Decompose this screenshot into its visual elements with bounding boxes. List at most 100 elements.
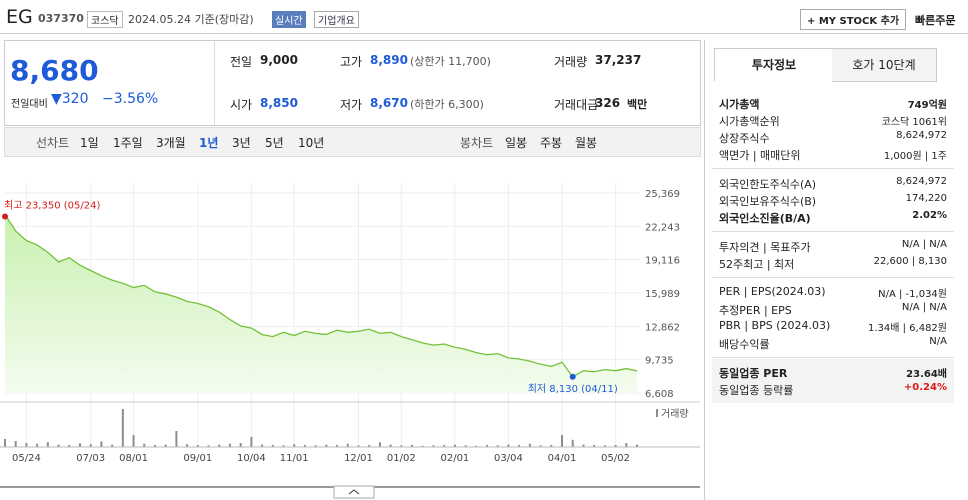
market-badge: 코스닥 xyxy=(87,11,123,28)
info-value: 2.02% xyxy=(912,210,947,221)
volume-bar xyxy=(36,443,39,447)
volume-bar xyxy=(368,445,371,447)
period-tab[interactable]: 1년 xyxy=(199,136,219,150)
y-tick-label: 19,116 xyxy=(645,256,680,267)
quote-label: 전일 xyxy=(230,55,253,69)
price: 8,680 xyxy=(10,54,99,87)
info-value: 8,624,972 xyxy=(896,130,947,141)
y-tick-label: 15,989 xyxy=(645,289,680,300)
volume-bar xyxy=(528,443,531,447)
info-value: N/A | N/A xyxy=(901,239,947,250)
quote-extra: 백만 xyxy=(627,98,648,111)
quote-value: 37,237 xyxy=(595,53,642,67)
info-value: 1.34배 | 6,482원 xyxy=(867,323,947,334)
info-value: N/A | N/A xyxy=(901,302,947,313)
x-tick-label: 12/01 xyxy=(344,453,373,464)
candle-tab[interactable]: 일봉 xyxy=(505,136,528,150)
info-value: +0.24% xyxy=(903,382,947,393)
volume-bar xyxy=(293,444,296,447)
annotation: 최저 8,130 (04/11) xyxy=(528,383,618,395)
info-label: 외국인보유주식수(B) xyxy=(719,195,817,208)
candle-label: 봉차트 xyxy=(460,136,494,150)
x-tick-label: 11/01 xyxy=(280,453,309,464)
section-line xyxy=(712,277,954,278)
line-label: 선차트 xyxy=(36,136,70,150)
tab[interactable]: 호가 10단계 xyxy=(832,48,937,82)
info-value: 1,000원 | 1주 xyxy=(883,151,947,162)
x-tick-label: 02/01 xyxy=(440,453,469,464)
volume-bar xyxy=(389,444,392,447)
annotation-dot xyxy=(569,373,576,380)
collapse-button[interactable] xyxy=(333,485,375,499)
volume-bar xyxy=(271,445,274,447)
period-tab[interactable]: 5년 xyxy=(265,136,284,150)
volume-bar xyxy=(218,444,221,447)
stock-name: EG xyxy=(6,6,33,28)
section-line xyxy=(712,357,954,358)
volume-bar xyxy=(143,443,146,447)
info-label: PBR | BPS (2024.03) xyxy=(719,319,831,332)
divider xyxy=(214,41,215,125)
volume-bar xyxy=(228,443,231,447)
x-tick-label: 08/01 xyxy=(119,453,148,464)
volume-bar xyxy=(625,443,628,447)
date: 2024.05.24 기준(장마감) xyxy=(128,13,254,26)
period-tab[interactable]: 1일 xyxy=(80,136,99,150)
volume-legend: 거래량 xyxy=(661,408,689,420)
volume-bar xyxy=(561,435,564,447)
section-line xyxy=(712,231,954,232)
volume-bar xyxy=(196,445,199,447)
volume-bar xyxy=(78,443,81,447)
volume-bar xyxy=(303,445,306,447)
x-tick-label: 10/04 xyxy=(237,453,266,464)
volume-bar xyxy=(421,445,424,447)
period-tab[interactable]: 3개월 xyxy=(156,136,186,150)
volume-bar xyxy=(164,444,167,447)
quote-label: 시가 xyxy=(230,98,253,112)
x-tick-label: 05/02 xyxy=(601,453,630,464)
info-label: PER | EPS(2024.03) xyxy=(719,285,826,298)
x-tick-label: 04/01 xyxy=(548,453,577,464)
volume-bar xyxy=(571,439,574,447)
change-label: 전일대비 xyxy=(11,99,48,110)
volume-bar xyxy=(250,437,253,447)
period-tab[interactable]: 10년 xyxy=(298,136,325,150)
volume-bar xyxy=(411,445,414,447)
info-label: 동일업종 등락률 xyxy=(719,384,794,397)
volume-bar xyxy=(175,431,178,447)
collapse-arrow xyxy=(348,489,360,495)
volume-bar xyxy=(89,444,92,447)
price-area xyxy=(5,214,637,393)
volume-bar xyxy=(186,444,189,447)
quick-order[interactable]: 빠른주문 xyxy=(915,14,956,27)
tab[interactable]: 투자정보 xyxy=(714,48,834,81)
mystock-button[interactable]: + MY STOCK 추가 xyxy=(800,9,907,30)
volume-bar xyxy=(46,442,49,447)
change: ▼320 xyxy=(51,91,89,107)
candle-tab[interactable]: 주봉 xyxy=(540,136,563,150)
info-value: 코스닥 1061위 xyxy=(881,117,947,128)
info-label: 외국인한도주식수(A) xyxy=(719,178,817,191)
overview-dropdown[interactable]: 기업개요 xyxy=(314,11,359,28)
period-tab[interactable]: 3년 xyxy=(232,136,251,150)
volume-bar xyxy=(507,444,510,447)
annotation: 최고 23,350 (05/24) xyxy=(4,200,100,212)
volume-bar xyxy=(314,445,317,447)
info-label: 동일업종 PER xyxy=(719,367,788,380)
volume-legend-mark xyxy=(656,409,658,417)
period-tab[interactable]: 1주일 xyxy=(113,136,143,150)
volume-bar xyxy=(336,445,339,447)
x-tick-label: 05/24 xyxy=(12,453,41,464)
info-value: 174,220 xyxy=(905,193,947,204)
info-label: 추정PER | EPS xyxy=(719,304,792,317)
annotation-dot xyxy=(2,213,8,220)
quote-value: 8,850 xyxy=(260,96,298,110)
volume-bar xyxy=(100,441,103,447)
info-label: 52주최고 | 최저 xyxy=(719,258,795,271)
header-bar xyxy=(0,0,968,34)
volume-bar xyxy=(68,445,71,447)
candle-tab[interactable]: 월봉 xyxy=(575,136,598,150)
quote-box xyxy=(4,40,701,126)
volume-bar xyxy=(582,444,585,447)
period-bar xyxy=(4,127,701,157)
